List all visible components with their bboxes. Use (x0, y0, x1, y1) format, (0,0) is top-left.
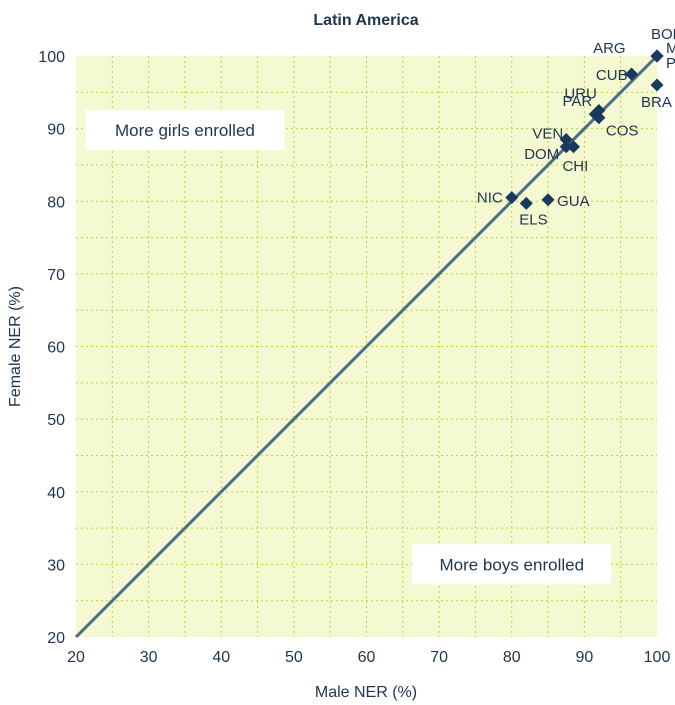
x-tick-label: 90 (575, 649, 593, 666)
chart-title: Latin America (313, 12, 418, 29)
point-marker (541, 193, 555, 207)
point-label: VEN (532, 126, 563, 143)
x-tick-label: 70 (430, 649, 448, 666)
point-label: GUA (557, 193, 590, 210)
y-tick-label: 60 (47, 340, 65, 357)
point-label: URU (564, 85, 597, 102)
x-tick-label: 50 (285, 649, 303, 666)
x-tick-label: 60 (358, 649, 376, 666)
x-tick-label: 20 (67, 649, 85, 666)
point-marker (559, 140, 573, 154)
point-label: PAR (563, 93, 593, 110)
annotation-box (412, 544, 612, 585)
y-tick-label: 70 (47, 267, 65, 284)
point-label: COS (606, 123, 639, 140)
x-tick-label: 100 (644, 649, 671, 666)
point-label: PER (666, 55, 675, 72)
point-marker (505, 191, 519, 205)
girls-annotation: More girls enrolled (85, 110, 285, 151)
point-label: ARG (593, 40, 626, 57)
x-tick-label: 40 (212, 649, 230, 666)
y-tick-label: 100 (38, 49, 65, 66)
y-tick-label: 80 (47, 194, 65, 211)
point-marker (566, 140, 580, 154)
annotation-text: More boys enrolled (439, 555, 584, 574)
point-label: BOL (651, 26, 675, 43)
annotations: More girls enrolled More boys enrolled (85, 110, 612, 585)
point-label: DOM (524, 146, 559, 163)
y-tick-label: 90 (47, 122, 65, 139)
point-marker (650, 78, 664, 92)
point-label: CUB (596, 67, 628, 84)
point-marker (592, 111, 606, 125)
x-tick-label: 30 (140, 649, 158, 666)
point-label: MEX (666, 40, 675, 57)
point-label: ELS (519, 211, 547, 228)
point-marker (559, 133, 573, 147)
x-axis-title: Male NER (%) (315, 684, 417, 701)
x-tick-label: 80 (503, 649, 521, 666)
y-axis-ticks: 20 30 40 50 60 70 80 90 100 (38, 49, 65, 647)
y-tick-label: 20 (47, 630, 65, 647)
y-tick-label: 40 (47, 485, 65, 502)
y-tick-label: 30 (47, 557, 65, 574)
annotation-box (85, 110, 285, 151)
y-tick-label: 50 (47, 412, 65, 429)
point-label: BRA (641, 94, 672, 111)
y-axis-title: Female NER (%) (7, 286, 24, 407)
point-marker (519, 196, 533, 210)
point-label: CHI (562, 158, 588, 175)
annotation-text: More girls enrolled (115, 121, 255, 140)
boys-annotation: More boys enrolled (412, 544, 612, 585)
point-label: NIC (477, 190, 503, 207)
point-marker (650, 49, 664, 63)
parity-line (74, 54, 659, 639)
x-axis-ticks: 20 30 40 50 60 70 80 90 100 (67, 649, 670, 666)
point-marker (625, 67, 639, 81)
